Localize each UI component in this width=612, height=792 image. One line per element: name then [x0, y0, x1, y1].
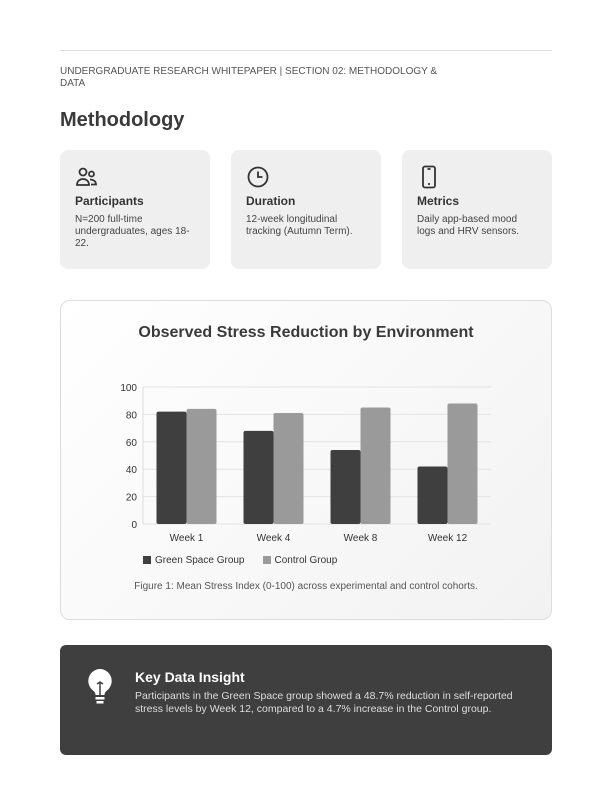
y-tick-label: 100: [120, 383, 137, 394]
bar-chart: 0 20 40 60 80 100 Week 1 Week 4 Week 8 Week 12: [120, 383, 491, 544]
card-title: Duration: [246, 194, 296, 208]
header-divider: [60, 50, 552, 51]
chart-card: Observed Stress Reduction by Environment…: [60, 300, 552, 620]
legend-label: Green Space Group: [155, 555, 245, 566]
legend-item-green-space: Green Space Group: [143, 555, 245, 566]
bar-green-space-group: [156, 411, 187, 524]
y-tick-label: 20: [126, 493, 138, 504]
card-title: Participants: [75, 194, 144, 208]
phone-icon: [422, 165, 436, 189]
y-tick-label: 40: [126, 465, 138, 476]
participants-card: Participants N=200 full-time undergradua…: [60, 150, 210, 269]
card-text: N=200 full-time undergraduates, ages 18-…: [75, 214, 190, 249]
bar-green-space-group: [330, 450, 361, 524]
legend-item-control: Control Group: [262, 555, 338, 566]
chart-legend: Green Space Group Control Group: [143, 555, 337, 566]
x-tick-label: Week 12: [428, 533, 468, 544]
legend-swatch: [262, 556, 271, 564]
y-tick-label: 0: [131, 520, 137, 531]
lightbulb-icon: [88, 669, 112, 704]
bar-green-space-group: [243, 430, 274, 524]
card-text: 12-week longitudinal tracking (Autumn Te…: [246, 214, 353, 237]
y-tick-label: 80: [126, 410, 138, 421]
figure-caption: Figure 1: Mean Stress Index (0-100) acro…: [134, 581, 478, 592]
card-text: Daily app-based mood logs and HRV sensor…: [417, 214, 520, 237]
metrics-card: Metrics Daily app-based mood logs and HR…: [402, 150, 552, 269]
bar-green-space-group: [417, 466, 448, 524]
legend-label: Control Group: [274, 555, 338, 566]
page-title: Methodology: [60, 109, 185, 131]
clock-icon: [247, 166, 269, 188]
bar-control-group: [186, 408, 217, 524]
y-tick-label: 60: [126, 438, 138, 449]
key-insight-panel: Key Data Insight Participants in the Gre…: [60, 645, 552, 755]
chart-title: Observed Stress Reduction by Environment: [138, 324, 474, 341]
bar-control-group: [273, 413, 304, 524]
x-tick-label: Week 1: [170, 533, 204, 544]
x-tick-label: Week 4: [257, 533, 291, 544]
x-tick-label: Week 8: [344, 533, 378, 544]
duration-card: Duration 12-week longitudinal tracking (…: [231, 150, 381, 269]
users-icon: [76, 167, 97, 186]
card-title: Metrics: [417, 194, 460, 208]
breadcrumb: Undergraduate Research Whitepaper | Sect…: [60, 66, 438, 89]
bar-control-group: [447, 403, 478, 524]
legend-swatch: [143, 556, 151, 564]
bar-control-group: [360, 407, 391, 524]
insight-text: Participants in the Green Space group sh…: [135, 690, 513, 715]
insight-title: Key Data Insight: [135, 669, 245, 685]
